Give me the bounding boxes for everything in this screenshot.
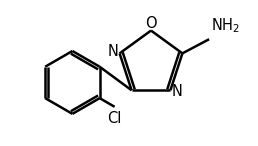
- Text: N: N: [172, 84, 183, 99]
- Text: N: N: [107, 44, 118, 59]
- Text: Cl: Cl: [107, 111, 122, 126]
- Text: NH$_2$: NH$_2$: [211, 16, 240, 34]
- Text: O: O: [145, 16, 157, 31]
